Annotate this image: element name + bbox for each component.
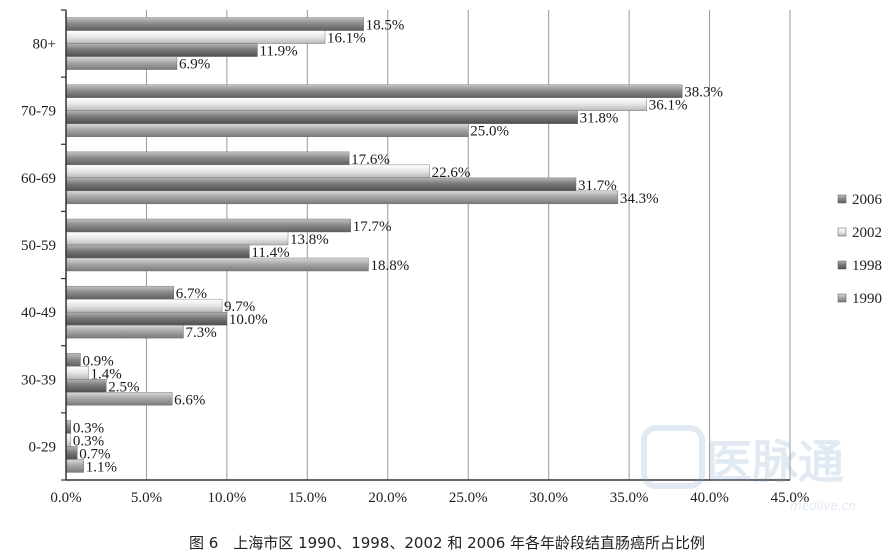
bar <box>65 285 174 300</box>
data-label: 7.3% <box>185 325 216 341</box>
data-label: 0.3% <box>73 420 104 436</box>
bar <box>65 97 648 111</box>
value-labels: 18.5%16.1% 11.9% 6.9% 38.3%36.1% 31.8% 25.0% 1… <box>73 18 723 476</box>
bar <box>65 17 364 31</box>
bar <box>65 110 578 124</box>
bar <box>65 56 178 70</box>
bar <box>65 311 228 326</box>
x-tick-label: 30.0% <box>529 490 568 506</box>
bar <box>65 43 258 57</box>
watermark-text: 医脉通 <box>706 435 844 489</box>
bar <box>65 257 369 272</box>
category-label: 30-39 <box>21 372 56 388</box>
bar <box>65 123 469 137</box>
data-label: 2.5% <box>108 379 139 395</box>
category-label: 60-69 <box>21 171 56 187</box>
bar <box>65 151 350 166</box>
watermark-url: medlive.cn <box>790 499 856 513</box>
bar <box>65 218 351 233</box>
bars <box>65 17 683 473</box>
legend-swatch <box>837 227 847 237</box>
bar <box>65 84 683 98</box>
x-tick-label: 0.0% <box>50 490 81 506</box>
bar <box>65 30 326 44</box>
data-label: 1.4% <box>91 366 122 382</box>
legend-label: 2002 <box>852 225 882 241</box>
data-label: 16.1% <box>327 31 366 47</box>
data-label: 17.7% <box>353 219 392 235</box>
data-label: 0.7% <box>79 446 110 462</box>
data-label: 0.3% <box>73 433 104 449</box>
bar <box>65 244 250 259</box>
x-tick-label: 40.0% <box>690 490 729 506</box>
x-tick-label: 15.0% <box>288 490 327 506</box>
data-label: 22.6% <box>432 165 471 181</box>
x-tick-label: 20.0% <box>368 490 407 506</box>
x-tick-label: 10.0% <box>208 490 247 506</box>
x-tick-label: 5.0% <box>131 490 162 506</box>
data-label: 9.7% <box>224 299 255 315</box>
category-label: 40-49 <box>21 305 56 321</box>
data-label: 31.7% <box>578 178 617 194</box>
data-label: 17.6% <box>351 152 390 168</box>
figure-caption: 图 6 上海市区 1990、1998、2002 和 2006 年各年龄段结直肠癌… <box>188 534 706 552</box>
data-label: 34.3% <box>620 191 659 207</box>
data-label: 1.1% <box>86 459 117 475</box>
data-label: 31.8% <box>580 111 619 127</box>
data-label: 18.8% <box>370 258 409 274</box>
axes: 0.0% 5.0% 10.0% 15.0% 20.0% 25.0% 30.0% 35.0% 40… <box>21 9 810 506</box>
data-label: 6.6% <box>174 392 205 408</box>
bar <box>65 324 184 339</box>
legend-label: 1998 <box>852 258 882 274</box>
category-label: 80+ <box>33 37 56 53</box>
data-label: 10.0% <box>229 312 268 328</box>
category-label: 0-29 <box>29 439 57 455</box>
x-tick-label: 35.0% <box>610 490 649 506</box>
data-label: 6.7% <box>176 286 207 302</box>
legend-swatch <box>837 194 847 204</box>
data-label: 6.9% <box>179 57 210 73</box>
legend-label: 1990 <box>852 291 882 307</box>
bar <box>65 231 289 246</box>
bar <box>65 190 619 205</box>
legend: 2006 2002 1998 1990 <box>837 192 883 307</box>
category-label: 50-59 <box>21 238 56 254</box>
data-label: 13.8% <box>290 232 329 248</box>
x-tick-label: 45.0% <box>771 490 810 506</box>
legend-label: 2006 <box>852 192 883 208</box>
data-label: 36.1% <box>649 98 688 114</box>
watermark-logo: 医脉通 medlive.cn <box>641 425 856 513</box>
data-label: 0.9% <box>82 353 113 369</box>
data-label: 18.5% <box>366 18 405 34</box>
category-label: 70-79 <box>21 104 56 120</box>
data-label: 11.9% <box>259 44 297 60</box>
data-label: 11.4% <box>251 245 289 261</box>
data-label: 38.3% <box>684 85 723 101</box>
data-label: 25.0% <box>470 124 509 140</box>
bar <box>65 177 577 192</box>
legend-swatch <box>837 293 847 303</box>
x-tick-label: 25.0% <box>449 490 488 506</box>
bar <box>65 353 81 367</box>
legend-swatch <box>837 260 847 270</box>
